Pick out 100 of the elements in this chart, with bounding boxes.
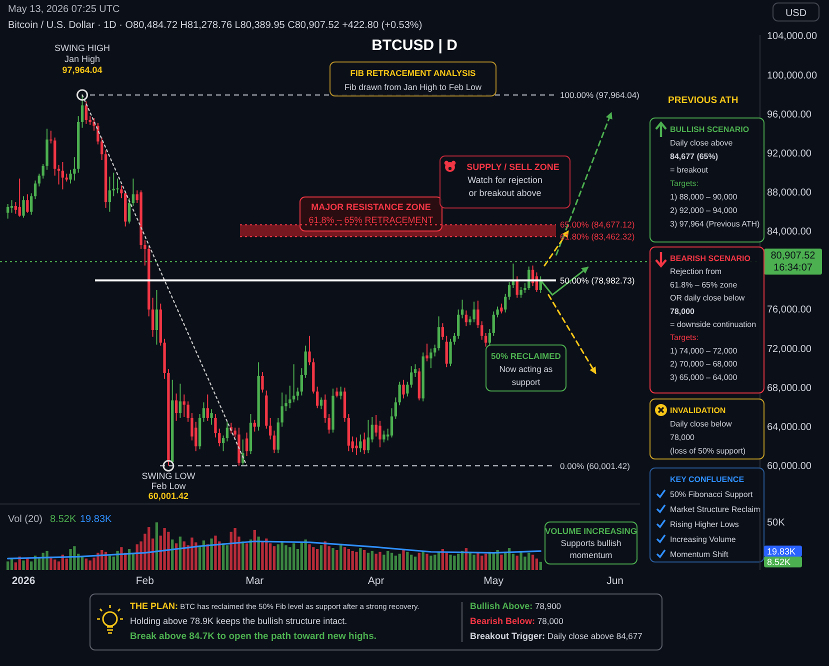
candlestick — [472, 301, 476, 323]
bar — [84, 558, 88, 570]
candlestick — [441, 322, 444, 340]
ref-line-label: 65.00% (84,677.12) — [560, 220, 635, 230]
bar — [528, 552, 530, 570]
candlestick — [355, 436, 358, 456]
y-tick-label: 50K — [767, 518, 786, 529]
bar — [386, 550, 390, 570]
bar — [108, 556, 112, 570]
candlestick — [445, 335, 448, 368]
bar — [6, 561, 10, 570]
candlestick — [398, 381, 401, 406]
candlestick — [394, 396, 397, 420]
chart-title: BTCUSD | D — [372, 37, 458, 54]
candlestick — [406, 381, 409, 397]
annotation: BULLISH SCENARIO Daily close above 84,677 (65%) = breakout Targets: 1) 88,000 – 90,000 2) 92,000 – 94,000 3) 97,964 (Previous ATH) — [670, 125, 760, 228]
y-tick-label: 72,000.00 — [767, 344, 812, 355]
candlestick — [328, 414, 330, 434]
bar — [535, 558, 538, 570]
band-label: MAJOR RESISTANCE ZONE 61.8% – 65% RETRACEMENT — [308, 202, 434, 225]
text: USD — [785, 8, 807, 19]
candlestick — [382, 430, 386, 443]
candlestick — [202, 402, 206, 422]
bar — [343, 547, 346, 570]
bar — [336, 550, 338, 570]
candlestick — [426, 343, 428, 362]
y-tick-label: 84,000.00 — [767, 226, 812, 238]
candlestick — [457, 309, 460, 340]
bar — [265, 538, 268, 570]
candlestick — [430, 348, 432, 369]
annotation: PREVIOUS ATH — [668, 95, 738, 106]
candlestick — [26, 194, 29, 214]
bar — [73, 546, 76, 570]
candlestick — [186, 400, 190, 422]
text: Bullish Above: 78,900 Bearish Below: 78,000 Breakout Trigger: Daily close above 84,677 — [470, 601, 643, 641]
bar — [398, 554, 401, 570]
candlestick — [284, 394, 288, 412]
candlestick — [480, 320, 484, 340]
bar — [190, 538, 194, 570]
candlestick — [261, 372, 264, 394]
bar — [430, 556, 432, 570]
candlestick — [500, 303, 503, 314]
y-tick-label: 64,000.00 — [767, 422, 812, 433]
candlestick — [268, 417, 272, 440]
y-tick-label: 76,000.00 — [767, 304, 812, 316]
bar — [484, 554, 488, 570]
candlestick — [80, 94, 84, 128]
candlestick — [69, 169, 72, 184]
candlestick — [245, 432, 248, 457]
chart-subtitle: Bitcoin / U.S. Dollar · 1D · O80,484.72 H81,278.76 L80,389.95 C80,907.52 +422.80 (+0.53%) — [8, 20, 422, 31]
bar — [96, 552, 100, 570]
bar — [69, 549, 72, 570]
candlestick — [120, 184, 123, 199]
candlestick — [304, 345, 307, 378]
bar — [414, 556, 417, 570]
candlestick — [42, 163, 44, 180]
bar — [359, 548, 362, 570]
bar — [234, 528, 236, 570]
candlestick — [194, 421, 198, 452]
bar — [449, 554, 452, 570]
bar — [434, 554, 436, 570]
y-tick-label: 60,000.00 — [767, 461, 812, 472]
candlestick — [272, 430, 276, 454]
candlestick — [108, 176, 112, 212]
y-tick-label: 104,000.00 — [767, 31, 818, 42]
bar — [472, 554, 476, 570]
bar — [374, 554, 378, 570]
candlestick — [100, 137, 104, 161]
bar — [480, 556, 484, 570]
bar — [148, 527, 150, 570]
candlestick — [6, 204, 10, 220]
candlestick — [300, 368, 303, 396]
candlestick — [214, 414, 217, 438]
candlestick — [57, 164, 60, 185]
bar — [378, 552, 382, 570]
bar — [339, 545, 342, 570]
candlestick — [112, 172, 115, 197]
bar — [492, 552, 495, 570]
candlestick — [50, 130, 52, 144]
annotation: 19.83K — [80, 514, 112, 525]
ref-line-label: 80,907.52 16:34:07 — [770, 250, 816, 274]
bar — [120, 547, 123, 570]
candlestick — [210, 408, 213, 426]
bar — [496, 550, 499, 570]
text: BEARISH SCENARIO Rejection from 61.8% – 65% zone OR daily close below 78,000 = downside continuation Targets: 1) 74,000 – 72,000 2) 70,000 – 68,000 3) 65,000 – 64,000 — [670, 254, 756, 382]
bar — [163, 528, 166, 570]
y-tick-label: 19.83K — [767, 546, 796, 556]
annotation: 8.52K — [50, 514, 76, 525]
candlestick — [96, 122, 100, 145]
candlestick — [128, 198, 131, 224]
annotation: 50% RECLAIMED Now acting as support — [491, 351, 561, 387]
candlestick — [366, 419, 370, 454]
candlestick — [324, 394, 326, 424]
x-tick-label: Mar — [246, 575, 264, 587]
candlestick — [434, 344, 436, 357]
candlestick — [34, 180, 37, 200]
candlestick — [374, 414, 378, 437]
annotation: SWING LOW Feb Low 60,001.42 — [142, 470, 196, 501]
candlestick — [206, 394, 209, 422]
bar — [65, 558, 68, 570]
